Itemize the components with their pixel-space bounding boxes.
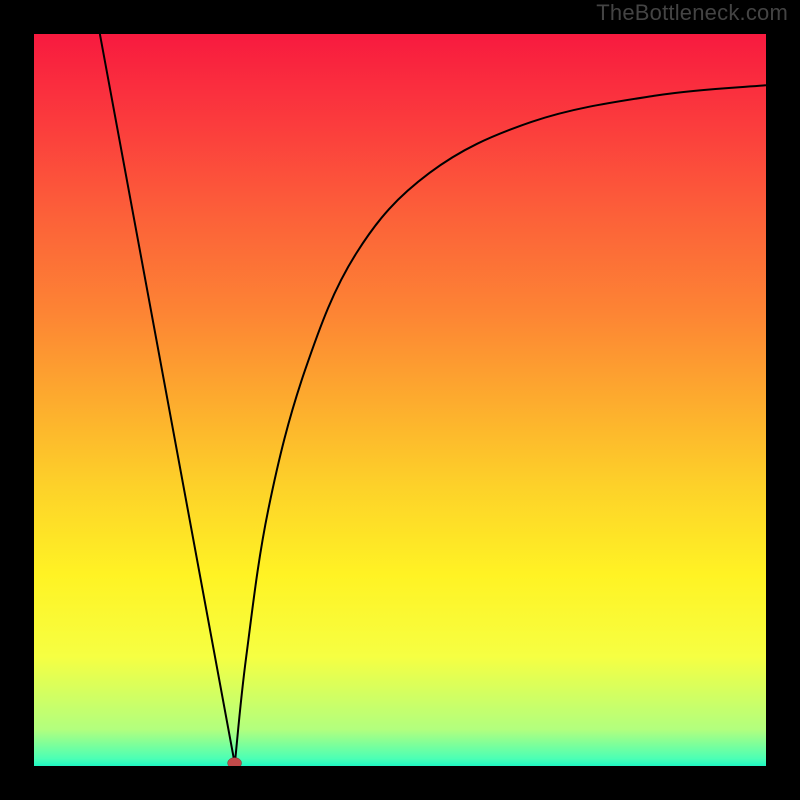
- chart-plot-area: [34, 34, 766, 766]
- gradient-background: [34, 34, 766, 766]
- watermark-text: TheBottleneck.com: [596, 0, 788, 26]
